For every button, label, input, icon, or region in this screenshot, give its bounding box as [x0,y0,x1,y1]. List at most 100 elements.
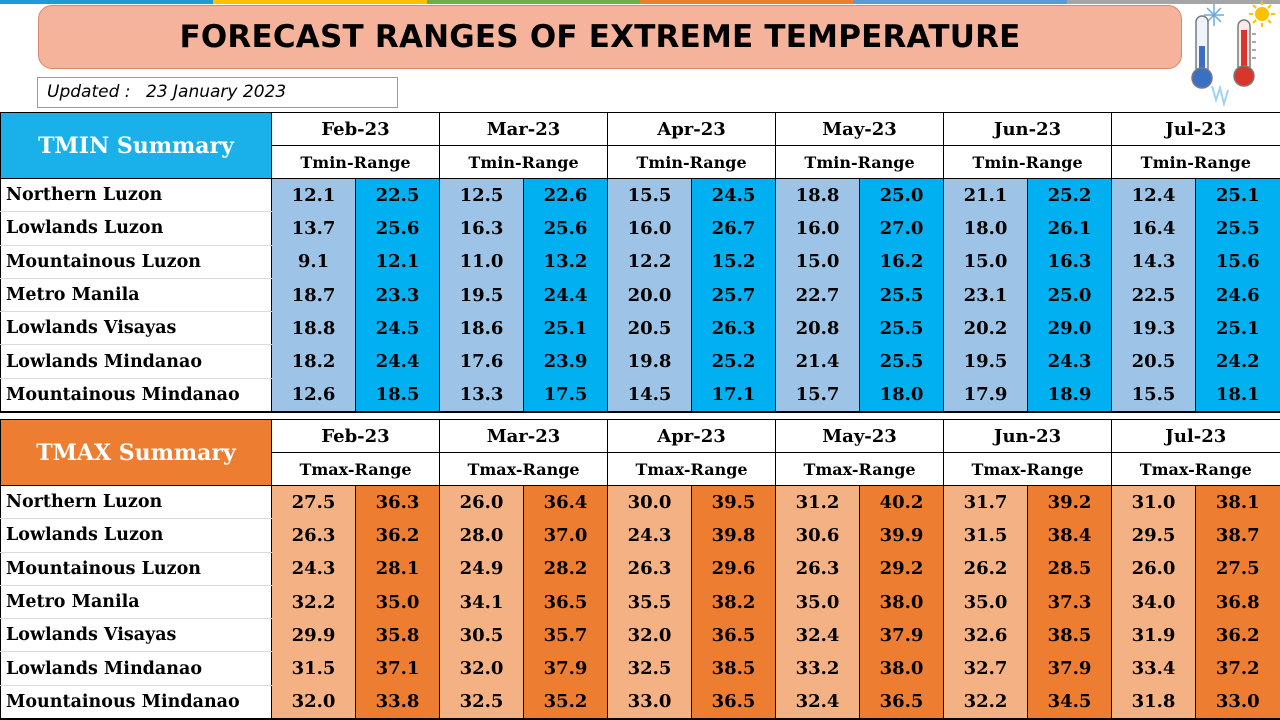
table-row: Mountainous Luzon 9.1 12.1 11.0 13.2 12.2 15.2… [0,244,1280,279]
range-low-value: 29.9 [271,618,356,652]
range-high-value: 36.8 [1195,585,1280,619]
region-name: Northern Luzon [0,484,272,520]
range-high-value: 24.6 [1195,278,1280,312]
range-high-value: 33.0 [1195,685,1280,720]
range-high-value: 35.0 [354,585,441,619]
range-low-value: 16.0 [607,211,693,246]
range-high-value: 13.2 [523,245,609,279]
range-low-value: 32.2 [271,585,356,619]
month-header: Apr-23 [607,112,777,146]
range-low-value: 16.0 [775,211,861,246]
range-high-value: 34.5 [1027,685,1113,720]
range-low-value: 28.0 [439,518,525,553]
range-high-value: 36.5 [691,618,777,652]
range-low-value: 31.0 [1111,484,1197,519]
month-header: Jul-23 [1111,419,1280,453]
range-low-value: 31.5 [943,518,1029,553]
range-low-value: 9.1 [271,245,356,279]
range-low-value: 20.5 [1111,344,1197,379]
range-high-value: 36.5 [859,685,945,720]
range-low-value: 26.3 [607,552,693,586]
range-high-value: 25.0 [859,177,945,212]
range-high-value: 25.2 [1027,177,1113,212]
range-low-value: 32.4 [775,685,861,720]
region-name: Mountainous Mindanao [0,377,272,413]
range-high-value: 26.1 [1027,211,1113,246]
range-high-value: 18.9 [1027,378,1113,413]
range-high-value: 38.4 [1027,518,1113,553]
top-color-strip [0,0,1280,4]
range-high-value: 27.0 [859,211,945,246]
range-low-value: 18.0 [943,211,1029,246]
range-low-value: 30.5 [439,618,525,652]
range-high-value: 25.7 [691,278,777,312]
range-low-value: 34.1 [439,585,525,619]
range-high-value: 25.2 [691,344,777,379]
range-low-value: 21.4 [775,344,861,379]
range-low-value: 17.6 [439,344,525,379]
range-low-value: 18.2 [271,344,356,379]
range-high-value: 15.6 [1195,245,1280,279]
range-low-value: 18.8 [775,177,861,212]
range-high-value: 28.5 [1027,552,1113,586]
range-low-value: 29.5 [1111,518,1197,553]
range-high-value: 24.5 [691,177,777,212]
range-low-value: 18.8 [271,311,356,345]
range-high-value: 26.3 [691,311,777,345]
region-name: Metro Manila [0,277,272,313]
range-low-value: 15.0 [943,245,1029,279]
region-name: Mountainous Luzon [0,551,272,586]
range-low-value: 12.1 [271,177,356,212]
range-header: Tmin-Range [943,145,1113,179]
range-low-value: 26.2 [943,552,1029,586]
month-header: Feb-23 [270,419,441,453]
range-high-value: 39.2 [1027,484,1113,519]
range-low-value: 33.4 [1111,651,1197,686]
tmax-summary-table: TMAX Summary Feb-23 Mar-23 Apr-23 May-23 Jun-… [0,419,1280,720]
region-name: Mountainous Mindanao [0,684,272,720]
range-high-value: 24.3 [1027,344,1113,379]
range-low-value: 22.7 [775,278,861,312]
range-low-value: 32.4 [775,618,861,652]
table-row: Lowlands Luzon 26.3 36.2 28.0 37.0 24.3 39.8 30… [0,518,1280,553]
month-header: Mar-23 [439,419,609,453]
range-high-value: 12.1 [354,245,441,279]
range-high-value: 38.2 [691,585,777,619]
region-name: Lowlands Luzon [0,518,272,553]
table-row: Northern Luzon 12.1 22.5 12.5 22.6 15.5 24.5 18… [0,177,1280,213]
range-high-value: 37.0 [523,518,609,553]
range-high-value: 16.3 [1027,245,1113,279]
table-row: Lowlands Luzon 13.7 25.6 16.3 25.6 16.0 26.7 16… [0,211,1280,246]
range-high-value: 25.5 [859,344,945,379]
range-high-value: 37.9 [859,618,945,652]
range-low-value: 35.0 [943,585,1029,619]
range-header: Tmin-Range [270,145,441,179]
range-high-value: 24.5 [354,311,441,345]
range-high-value: 17.5 [523,378,609,413]
range-low-value: 12.2 [607,245,693,279]
range-high-value: 36.5 [691,685,777,720]
range-high-value: 36.4 [523,484,609,519]
range-header: Tmin-Range [775,145,945,179]
month-header: May-23 [775,419,945,453]
range-high-value: 25.5 [859,278,945,312]
range-header: Tmax-Range [607,452,777,486]
range-high-value: 36.5 [523,585,609,619]
range-low-value: 24.3 [607,518,693,553]
region-name: Lowlands Mindanao [0,651,272,686]
range-low-value: 17.9 [943,378,1029,413]
range-low-value: 11.0 [439,245,525,279]
updated-date: 23 January 2023 [146,82,287,102]
range-low-value: 35.5 [607,585,693,619]
updated-box: Updated : 23 January 2023 [37,77,398,108]
range-low-value: 31.5 [271,651,356,686]
tmax-summary-heading: TMAX Summary [0,419,272,486]
range-low-value: 12.4 [1111,177,1197,212]
range-low-value: 24.3 [271,552,356,586]
range-high-value: 39.5 [691,484,777,519]
range-high-value: 25.6 [354,211,441,246]
range-high-value: 37.9 [1027,651,1113,686]
range-high-value: 18.5 [354,378,441,413]
range-high-value: 37.9 [523,651,609,686]
range-high-value: 35.7 [523,618,609,652]
